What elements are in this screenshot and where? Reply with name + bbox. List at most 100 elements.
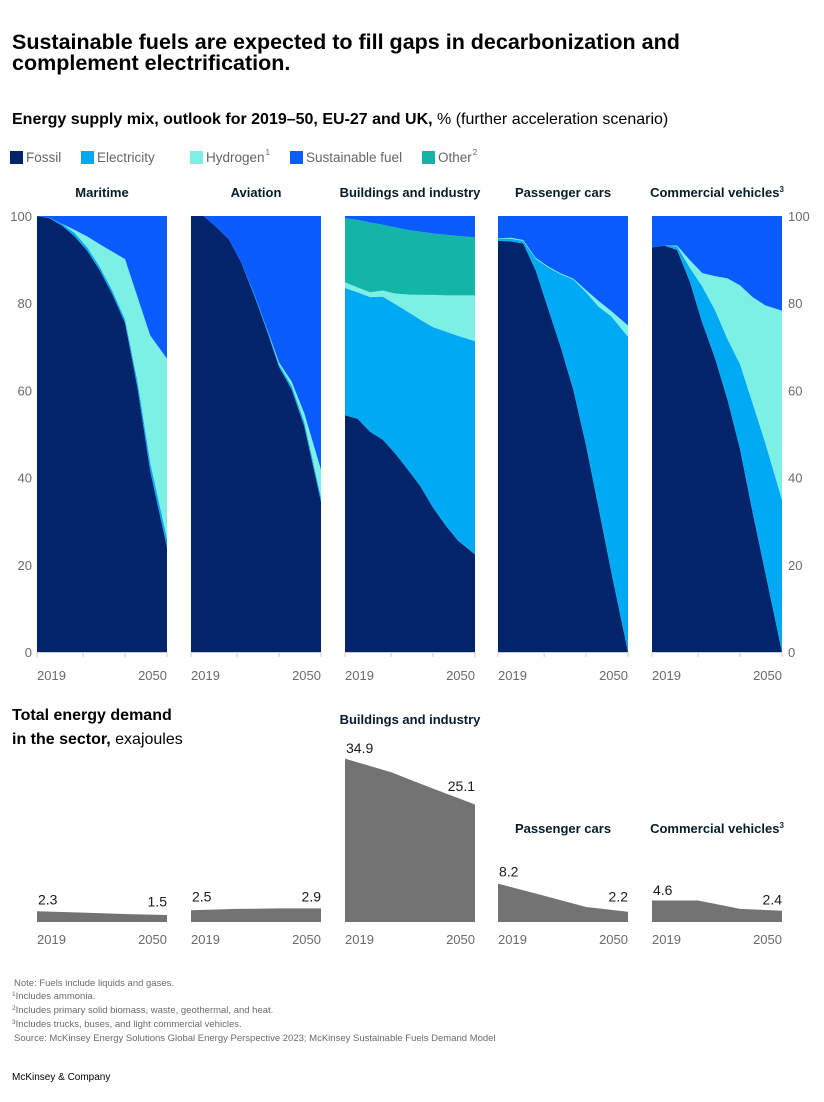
demand-area [191,908,321,922]
demand-panel-maritime: 2.3 1.5 2019 2050 [37,892,168,947]
demand-unit: exajoules [115,731,183,748]
legend-item-fossil: Fossil [10,150,62,165]
x-tick-label-end: 2050 [138,668,167,683]
x-tick-label-start: 2019 [37,932,66,947]
legend-item-hydrogen: Hydrogen 1 [190,148,270,165]
demand-panel-commercial-vehicles: 4.6 2.4 2019 2050 Commercial vehicles3 [650,821,784,947]
demand-area [345,758,475,922]
panel-title-text: Passenger cars [515,185,611,200]
page-title: Sustainable fuels are expected to fill g… [12,30,680,75]
y-tick-label-right: 40 [788,471,802,486]
y-tick-label-right: 0 [788,645,795,660]
legend-label-electricity: Electricity [97,150,155,165]
panel-title-passenger-cars: Passenger cars [515,185,611,200]
x-tick-label-end: 2050 [292,932,321,947]
panel-title-text: Commercial vehicles [650,185,779,200]
value-label-2050: 2.9 [302,889,322,905]
footnote-marker: 1 [12,991,16,998]
footnote-note: Note: Fuels include liquids and gases. [14,978,175,989]
area-fossil [498,240,628,652]
x-tick-label-end: 2050 [599,932,628,947]
area-hydrogen [652,245,782,500]
value-label-2050: 2.2 [609,889,629,905]
value-label-2019: 2.3 [38,892,58,908]
x-tick-label-end: 2050 [753,668,782,683]
value-label-2019: 4.6 [653,882,673,898]
legend-label-fossil: Fossil [26,150,62,165]
x-tick-label-start: 2019 [37,668,66,683]
footnote-1: 1Includes ammonia. [12,990,496,1004]
footnote-text: Includes trucks, buses, and light commer… [15,1019,242,1030]
footnote-marker: 3 [12,1019,16,1026]
demand-section-title: Total energy demand in the sector, exajo… [12,704,183,752]
area-hydrogen [37,216,167,539]
value-label-2050: 2.4 [763,891,783,907]
legend-label-sustainable-fuel: Sustainable fuel [306,150,403,165]
demand-panel-title-text: Passenger cars [515,821,611,836]
footnote-2: 2Includes primary solid biomass, waste, … [12,1004,496,1018]
x-tick-label-end: 2050 [446,932,475,947]
area-fossil [191,216,321,652]
panel-title-aviation: Aviation [231,185,282,200]
value-label-2019: 34.9 [346,740,373,756]
mix-panel-passenger-cars: 2019 2050 Passenger cars [497,185,629,683]
y-tick-label-right: 80 [788,296,802,311]
y-tick-label-left: 80 [18,296,32,311]
panel-title-maritime: Maritime [75,185,128,200]
chart-subtitle-bold: Energy supply mix, outlook for 2019–50, … [12,111,433,128]
x-tick-label-end: 2050 [753,932,782,947]
x-tick-label-start: 2019 [498,668,527,683]
area-sustainable-fuel [498,216,628,326]
x-tick-label-start: 2019 [345,932,374,947]
demand-panel-title: Commercial vehicles3 [650,821,784,836]
mix-panel-buildings-and-industry: 2019 2050 Buildings and industry [340,185,482,683]
demand-panel-title-text: Buildings and industry [340,712,482,727]
legend-item-electricity: Electricity [81,150,155,165]
legend-swatch-sustainable-fuel [290,151,303,164]
area-fossil [652,245,782,652]
value-label-2019: 2.5 [192,889,212,905]
x-tick-label-end: 2050 [446,668,475,683]
mix-panel-commercial-vehicles: 2019 2050 Commercial vehicles3 [650,185,784,683]
footnotes: Note: Fuels include liquids and gases. 1… [12,977,496,1045]
legend-swatch-hydrogen [190,151,203,164]
x-tick-label-start: 2019 [652,932,681,947]
panel-title-buildings-and-industry: Buildings and industry [340,185,482,200]
value-label-2019: 8.2 [499,864,519,880]
value-label-2050: 1.5 [148,894,168,910]
area-fossil [37,216,167,652]
panel-title-text: Buildings and industry [340,185,482,200]
area-hydrogen [345,282,475,342]
demand-panel-passenger-cars: 8.2 2.2 2019 2050 Passenger cars [498,821,628,947]
panel-title-text: Maritime [75,185,128,200]
legend-label-hydrogen: Hydrogen [206,150,265,165]
x-tick-label-start: 2019 [345,668,374,683]
x-tick-label-end: 2050 [138,932,167,947]
footnote-marker: 2 [472,148,478,157]
demand-area [498,883,628,922]
demand-panel-title: Buildings and industry [340,712,482,727]
legend-item-sustainable-fuel: Sustainable fuel [290,150,403,165]
demand-area [37,911,167,922]
footnote-text: Includes primary solid biomass, waste, g… [15,1005,274,1016]
mix-panel-maritime: 2019 2050 Maritime [36,185,168,683]
legend-item-other: Other 2 [422,148,478,165]
mix-panel-aviation: 2019 2050 Aviation [190,185,322,683]
footnote-marker: 3 [779,185,784,194]
area-sustainable-fuel [345,216,475,238]
x-tick-label-start: 2019 [652,668,681,683]
demand-panel-aviation: 2.5 2.9 2019 2050 [191,889,321,947]
area-sustainable-fuel [652,216,782,311]
x-tick-label-start: 2019 [498,932,527,947]
footnote-marker: 3 [779,821,784,830]
y-tick-label-left: 60 [18,383,32,398]
x-tick-label-end: 2050 [599,668,628,683]
footnote-text: Includes ammonia. [15,991,96,1002]
demand-area [652,900,782,922]
legend-swatch-other [422,151,435,164]
demand-title-line2-bold: in the sector, [12,731,111,748]
area-electricity [652,245,782,652]
brand-name: McKinsey & Company [12,1072,111,1083]
y-tick-label-left: 20 [18,558,32,573]
